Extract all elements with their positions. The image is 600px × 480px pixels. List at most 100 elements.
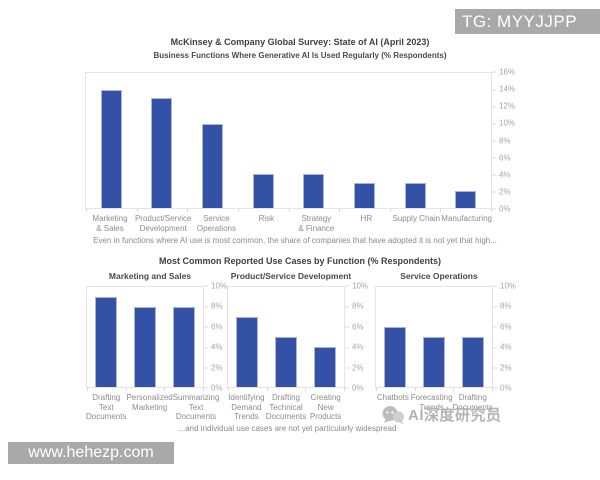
bar-slot <box>267 287 306 387</box>
x-tick-mark <box>87 387 88 391</box>
y-axis-labels: 10% 8% 6% 4% 2% 0% <box>204 282 238 393</box>
bar-slot <box>339 73 390 208</box>
y-tick-label: 6% <box>492 153 511 162</box>
plot-area <box>86 286 204 391</box>
y-tick-label: 10% <box>493 282 516 291</box>
x-tick-mark <box>339 208 341 212</box>
bar-3 <box>252 174 274 208</box>
x-category-label: Drafting Text Documents <box>86 393 127 421</box>
x-tick-mark <box>136 208 138 212</box>
y-tick-label: 8% <box>345 302 364 311</box>
bar-slot <box>126 287 165 387</box>
bar-1 <box>275 337 297 387</box>
tg-watermark-badge: TG: MYYJJPP <box>455 9 600 34</box>
x-tick-mark <box>288 208 290 212</box>
y-tick-label: 4% <box>204 343 223 352</box>
bar-6 <box>404 182 426 208</box>
x-tick-mark <box>237 208 239 212</box>
x-axis-labels: Identifying Demand Trends Drafting Techni… <box>227 393 345 422</box>
x-axis-labels: Chatbots Forecasting Trends Drafting Docum… <box>375 393 493 412</box>
bar-slot <box>376 287 415 387</box>
x-category-label: Creating New Products <box>309 393 342 421</box>
y-tick-label: 2% <box>345 363 364 372</box>
plot-area <box>375 286 493 391</box>
bar-1 <box>151 98 173 208</box>
bar-1 <box>134 307 156 387</box>
bar-slot <box>86 73 137 208</box>
bar-slot <box>228 287 267 387</box>
x-tick-mark <box>86 208 87 212</box>
product-service-chart: 10% 8% 6% 4% 2% 0% Identifying Demand Trends D… <box>227 282 368 421</box>
y-tick-label: 6% <box>345 322 364 331</box>
y-tick-label: 4% <box>492 170 511 179</box>
x-tick-mark <box>266 387 268 391</box>
bar-4 <box>303 174 325 208</box>
x-tick-mark <box>164 387 166 391</box>
plot-area <box>227 286 345 391</box>
business-functions-chart: 16% 14% 12% 10% 8% 6% 4% 2% 0% Marketing & Sales… <box>85 68 515 233</box>
y-tick-label: 0% <box>493 384 512 393</box>
x-tick-mark <box>305 387 307 391</box>
bar-2 <box>202 123 224 208</box>
figure-subtitle: Business Functions Where Generative AI I… <box>153 51 447 60</box>
bar-2 <box>461 337 484 387</box>
x-category-label: Forecasting Trends <box>410 393 453 412</box>
panel-title: Product/Service Development <box>230 271 352 281</box>
y-tick-label: 8% <box>493 302 512 311</box>
y-tick-label: 2% <box>204 363 223 372</box>
y-tick-label: 12% <box>492 102 515 111</box>
y-tick-label: 8% <box>204 302 223 311</box>
bar-5 <box>353 182 375 208</box>
marketing-sales-chart: 10% 8% 6% 4% 2% 0% Drafting Text Documents Per… <box>86 282 227 421</box>
y-tick-label: 6% <box>493 322 512 331</box>
bar-2 <box>172 307 195 387</box>
y-axis-labels: 16% 14% 12% 10% 8% 6% 4% 2% 0% <box>492 68 526 214</box>
y-tick-label: 14% <box>492 85 515 94</box>
x-category-label: Service Operations <box>196 214 236 233</box>
x-axis-labels: Drafting Text Documents Personalized Mark… <box>86 393 219 422</box>
y-axis-labels: 10% 8% 6% 4% 2% 0% <box>493 282 527 393</box>
x-tick-mark <box>440 208 442 212</box>
bar-1 <box>423 337 445 387</box>
x-axis-ticks <box>376 387 493 391</box>
bar-slot <box>305 287 344 387</box>
caption-bottom: ...and individual use cases are not yet … <box>178 424 397 433</box>
y-tick-label: 10% <box>492 119 515 128</box>
bar-slot <box>87 287 126 387</box>
bar-slot <box>187 73 238 208</box>
service-operations-chart: 10% 8% 6% 4% 2% 0% Chatbots Forecasting Trends… <box>375 282 516 412</box>
y-tick-label: 10% <box>345 282 368 291</box>
y-axis-labels: 10% 8% 6% 4% 2% 0% <box>345 282 379 393</box>
plot-area <box>85 72 492 212</box>
x-category-label: Risk <box>258 214 275 223</box>
y-tick-label: 10% <box>204 282 227 291</box>
bars-group <box>376 287 492 387</box>
y-tick-label: 0% <box>204 384 223 393</box>
bar-0 <box>100 89 122 208</box>
caption-top: Even in functions where AI use is most c… <box>93 236 497 245</box>
x-category-label: Supply Chain <box>392 214 441 223</box>
x-category-label: Product/Service Development <box>134 214 192 233</box>
bar-7 <box>455 191 477 208</box>
bar-0 <box>95 297 118 387</box>
y-tick-label: 0% <box>345 384 364 393</box>
bar-slot <box>238 73 289 208</box>
bar-slot <box>137 73 188 208</box>
y-tick-label: 8% <box>492 136 511 145</box>
y-tick-label: 0% <box>492 205 511 214</box>
bars-group <box>228 287 344 387</box>
panel-title: Service Operations <box>400 271 478 281</box>
y-tick-label: 4% <box>345 343 364 352</box>
x-axis-ticks <box>228 387 345 391</box>
x-category-label: Drafting Documents <box>452 393 493 412</box>
y-tick-label: 2% <box>493 363 512 372</box>
figure-title: McKinsey & Company Global Survey: State … <box>170 37 430 47</box>
bar-0 <box>236 317 259 387</box>
bar-2 <box>313 347 336 387</box>
x-category-label: Marketing & Sales <box>92 214 128 233</box>
y-tick-label: 2% <box>492 187 511 196</box>
bars-group <box>87 287 203 387</box>
bar-slot <box>453 287 492 387</box>
x-category-label: Drafting Technical Documents <box>265 393 307 421</box>
x-tick-mark <box>125 387 127 391</box>
